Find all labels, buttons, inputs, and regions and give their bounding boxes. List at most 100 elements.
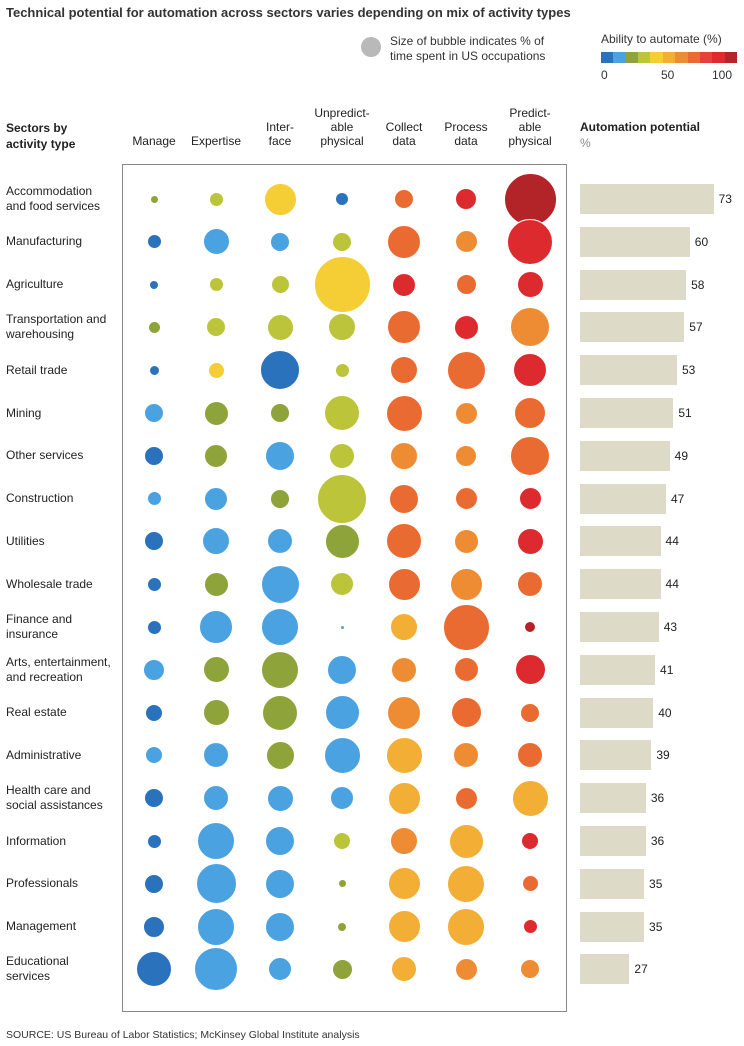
bubble — [518, 487, 542, 511]
automation-value: 40 — [658, 705, 672, 720]
bubble — [194, 947, 238, 992]
bubble — [516, 527, 544, 555]
bubble — [204, 443, 228, 468]
bubble — [203, 571, 229, 597]
bubble — [143, 915, 165, 938]
bubble — [199, 610, 233, 644]
automation-bar — [580, 483, 666, 514]
bubble — [387, 310, 421, 345]
automation-value: 51 — [678, 406, 692, 420]
sector-label: Construction — [6, 491, 74, 506]
bubble — [332, 231, 352, 252]
bubble — [514, 654, 546, 686]
automation-value: 35 — [649, 876, 663, 891]
automation-bar — [580, 184, 714, 214]
bubble — [202, 228, 230, 256]
automation-value: 44 — [665, 534, 679, 549]
color-scale-tick-100: 100 — [712, 68, 733, 82]
bubble — [265, 868, 295, 899]
automation-value: 53 — [681, 363, 696, 378]
source-note: SOURCE: US Bureau of Labor Statistics; M… — [6, 1029, 360, 1041]
bubble — [337, 879, 347, 889]
automation-value: 73 — [718, 192, 732, 206]
bubble — [455, 274, 477, 296]
automation-potential-title: Automation potential — [580, 120, 700, 134]
automation-value: 58 — [691, 277, 705, 292]
bubble — [454, 401, 478, 425]
automation-bar — [580, 783, 646, 814]
sector-label: Retail trade — [6, 362, 68, 377]
bubble — [454, 230, 478, 254]
bubble — [453, 528, 479, 554]
bubble — [453, 657, 479, 683]
bubble — [204, 486, 228, 511]
automation-value: 27 — [634, 962, 648, 977]
bubble — [337, 921, 347, 932]
automation-potential-unit: % — [580, 136, 591, 150]
automation-value: 43 — [663, 620, 678, 634]
bubble — [449, 567, 483, 601]
bubble — [453, 742, 479, 769]
bubble — [324, 395, 360, 431]
bubble — [510, 435, 550, 476]
bubble — [313, 256, 371, 314]
column-header: Inter- face — [265, 120, 294, 148]
bubble — [454, 786, 478, 810]
automation-value: 44 — [665, 577, 679, 592]
automation-bar — [580, 826, 646, 856]
sector-label: Health care and social assistances — [6, 783, 103, 813]
automation-bar — [580, 226, 690, 257]
bubble — [517, 571, 543, 598]
bubble — [146, 833, 162, 849]
sector-label: Management — [6, 919, 77, 934]
bubble — [197, 822, 235, 860]
column-header: Expertise — [190, 134, 242, 148]
bubble — [335, 192, 349, 206]
sector-label: Manufacturing — [6, 234, 83, 249]
bubble — [197, 907, 235, 946]
bubble — [144, 403, 164, 423]
bubble — [517, 742, 543, 769]
column-header: Unpredict- able physical — [314, 106, 370, 148]
bubble — [510, 307, 550, 348]
bubble — [511, 779, 549, 817]
bubble — [263, 182, 297, 216]
bubble — [195, 863, 237, 905]
automation-bar — [580, 612, 659, 642]
bubble — [144, 445, 164, 466]
bubble — [390, 441, 418, 470]
bubble — [206, 317, 226, 338]
color-scale-tick-50: 50 — [661, 68, 675, 82]
bubble — [202, 699, 230, 727]
color-scale-bar — [601, 52, 737, 63]
automation-value: 36 — [650, 834, 665, 848]
bubble — [324, 695, 360, 731]
sector-label: Professionals — [6, 876, 79, 891]
bubble — [503, 172, 557, 226]
bubble — [446, 350, 486, 390]
bubble — [387, 224, 421, 259]
bubble — [260, 564, 300, 604]
bubble — [203, 785, 229, 812]
column-header: Collect data — [385, 120, 423, 148]
bubble — [513, 353, 547, 388]
automation-bar — [580, 398, 674, 428]
bubble — [146, 234, 162, 250]
bubble — [270, 403, 290, 423]
bubble — [265, 826, 295, 856]
bubble — [390, 356, 418, 385]
automation-bar — [580, 569, 661, 600]
bubble — [265, 740, 295, 770]
sector-label: Utilities — [6, 533, 45, 548]
color-scale-step — [675, 52, 688, 63]
sector-label: Administrative — [6, 747, 82, 762]
bubble — [521, 875, 539, 893]
bubble — [262, 694, 298, 731]
bubble — [202, 527, 230, 556]
bubble — [136, 951, 172, 988]
automation-value: 39 — [656, 748, 670, 763]
bubble — [265, 440, 295, 471]
bubble — [267, 528, 293, 555]
bubble — [448, 823, 484, 859]
bubble — [146, 576, 162, 592]
